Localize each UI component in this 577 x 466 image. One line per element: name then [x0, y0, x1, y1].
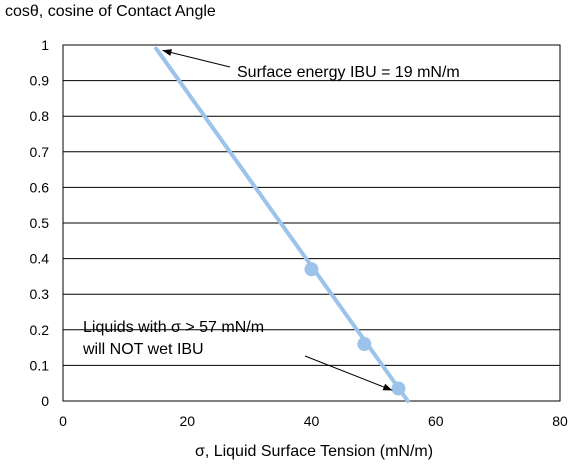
y-tick-label: 0.2 — [30, 322, 50, 338]
y-tick-label: 0.3 — [30, 286, 50, 302]
data-point — [357, 337, 372, 352]
data-point — [304, 262, 319, 277]
annotation-liquids-line1: Liquids with σ > 57 mN/m — [83, 319, 264, 336]
plot-area — [62, 44, 561, 402]
y-tick-label: 0.9 — [30, 73, 50, 89]
x-tick-label: 80 — [552, 413, 568, 429]
y-tick-label: 0.8 — [30, 108, 50, 124]
x-axis-label: σ, Liquid Surface Tension (mN/m) — [195, 443, 433, 460]
y-tick-labels: 0 0.1 0.2 0.3 0.4 0.5 0.6 0.7 0.8 0.9 1 — [30, 37, 50, 409]
x-tick-label: 20 — [179, 413, 195, 429]
y-tick-label: 1 — [41, 37, 49, 53]
y-tick-label: 0.4 — [30, 251, 50, 267]
annotation-arrows — [162, 49, 393, 391]
data-points — [304, 262, 406, 396]
data-point — [391, 381, 406, 396]
x-tick-labels: 0 20 40 60 80 — [59, 413, 568, 429]
x-tick-label: 0 — [59, 413, 67, 429]
y-tick-label: 0.6 — [30, 179, 50, 195]
y-tick-label: 0.7 — [30, 144, 50, 160]
y-tick-label: 0.5 — [30, 215, 50, 231]
y-axis-label: cosθ, cosine of Contact Angle — [5, 3, 216, 20]
arrow-surface-energy — [162, 49, 231, 68]
x-tick-label: 60 — [428, 413, 444, 429]
y-tick-label: 0.1 — [30, 357, 50, 373]
y-tick-label: 0 — [41, 393, 49, 409]
arrow-liquids — [304, 355, 393, 391]
annotation-liquids-line2: will NOT wet IBU — [82, 341, 204, 358]
x-tick-label: 40 — [304, 413, 320, 429]
annotation-surface-energy: Surface energy IBU = 19 mN/m — [237, 64, 460, 81]
